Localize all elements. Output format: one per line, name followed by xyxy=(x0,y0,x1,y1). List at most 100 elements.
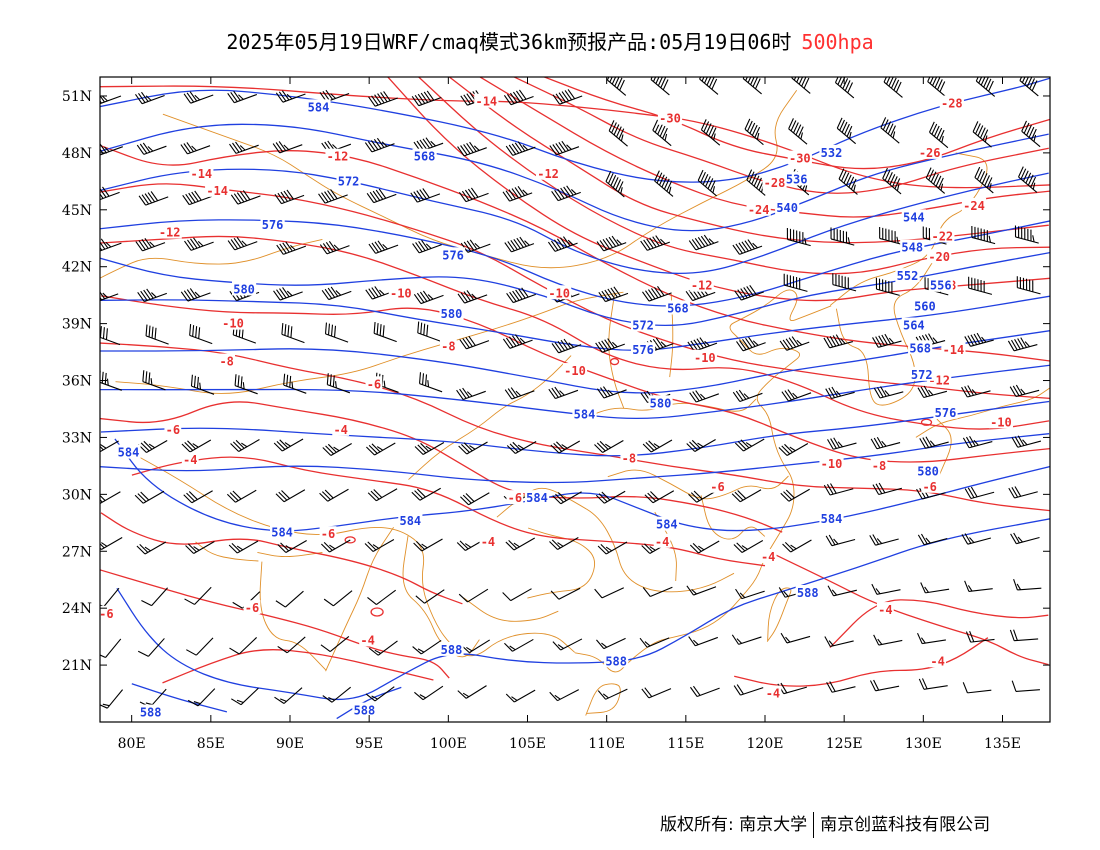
wind-barb xyxy=(189,323,213,345)
height-contour-label: 588 xyxy=(354,704,376,718)
height-contour-label: 588 xyxy=(140,706,162,720)
boundary-line xyxy=(766,587,792,642)
wind-barb xyxy=(927,77,947,98)
height-contour-label: 540 xyxy=(776,201,798,215)
wind-barb xyxy=(183,490,213,504)
wind-barb xyxy=(1021,120,1041,148)
lon-tick-label: 115E xyxy=(667,736,704,752)
wind-barb xyxy=(411,487,441,501)
height-contour-label: 532 xyxy=(821,146,843,160)
contour-label-bg xyxy=(657,110,683,125)
wind-barb xyxy=(823,483,854,496)
contour-label-bg xyxy=(917,144,942,159)
longitude-axis: 80E 85E 90E 95E 100E 105E 110E 115E 120E 125E 130E… xyxy=(118,77,1021,752)
contour-labels: -14-30-30-28-28-26-24-24-22-20-18-14-12-… xyxy=(100,93,1014,720)
contour-label-bg xyxy=(572,406,597,421)
wind-barb xyxy=(549,140,580,156)
wind-barb xyxy=(870,436,901,450)
contour-label-bg xyxy=(665,300,691,315)
wind-barb xyxy=(872,482,903,496)
height-contour-label: 556 xyxy=(930,279,952,293)
company-text: 南京创蓝科技有限公司 xyxy=(820,815,991,835)
wind-barb xyxy=(230,439,260,453)
wind-barb xyxy=(183,91,214,104)
wind-barb xyxy=(145,324,169,345)
wind-barb xyxy=(320,636,350,652)
height-contour-line xyxy=(100,295,1050,351)
wind-barb xyxy=(275,489,306,503)
temperature-contour-label: -6 xyxy=(710,480,724,494)
wind-barb xyxy=(961,533,992,545)
contour-label-bg xyxy=(332,421,350,436)
wind-barbs xyxy=(100,77,1042,709)
lat-tick-label: 42N xyxy=(62,260,92,276)
temperature-contour-line xyxy=(100,401,783,533)
temperature-contour-label: -12 xyxy=(327,150,349,164)
wind-barb xyxy=(699,77,719,95)
boundary-line xyxy=(608,294,625,409)
wind-barb xyxy=(920,582,950,594)
wind-barb xyxy=(700,119,721,146)
wind-barb xyxy=(639,637,670,648)
boundary-line xyxy=(915,387,1050,438)
temperature-contour-label: -28 xyxy=(941,97,963,111)
plot-area: -14-30-30-28-28-26-24-24-22-20-18-14-12-… xyxy=(100,77,1050,720)
contour-label-bg xyxy=(927,249,952,264)
wind-barb xyxy=(368,240,399,254)
temperature-contour-label: -6 xyxy=(245,601,259,615)
wind-barb xyxy=(273,287,303,301)
temperature-contour-label: -10 xyxy=(222,317,244,331)
contour-label-bg xyxy=(506,490,524,505)
height-contour-label: 536 xyxy=(786,172,808,186)
wind-barb xyxy=(824,636,854,648)
temperature-contour-line xyxy=(734,637,989,687)
wind-barb xyxy=(919,436,949,449)
wind-barb xyxy=(274,189,305,205)
temperature-contour-label: -6 xyxy=(321,527,335,541)
wind-barb xyxy=(229,637,258,655)
wind-barb xyxy=(458,187,489,203)
boundary-line xyxy=(100,238,323,279)
wind-barb xyxy=(319,240,350,255)
contour-label-bg xyxy=(306,99,331,114)
lon-tick-label: 125E xyxy=(826,736,863,752)
contour-label-bg xyxy=(908,340,933,355)
wind-barb xyxy=(364,137,395,153)
wind-barb xyxy=(1014,225,1039,244)
wind-barb xyxy=(418,372,443,393)
wind-barb xyxy=(274,687,303,704)
wind-barb xyxy=(732,389,763,403)
wind-barb xyxy=(547,236,578,252)
boundary-line xyxy=(195,541,259,562)
wind-barb xyxy=(686,439,716,453)
wind-barb xyxy=(735,588,765,600)
wind-barb xyxy=(596,637,626,650)
wind-barb xyxy=(777,682,807,695)
wind-barb xyxy=(141,587,169,607)
boundary-line xyxy=(325,527,394,672)
wind-barb xyxy=(964,332,994,347)
copyright-text: 版权所有: 南京大学 xyxy=(660,815,808,835)
contour-label-bg xyxy=(365,376,383,391)
temperature-contour-line xyxy=(513,77,1049,194)
wind-barb xyxy=(139,688,167,708)
wind-barb xyxy=(823,334,853,349)
temperature-contour-line xyxy=(543,77,1050,170)
wind-barb xyxy=(688,636,718,647)
height-contour-label: 568 xyxy=(414,150,436,164)
lon-tick-label: 95E xyxy=(355,736,383,752)
lon-tick-label: 80E xyxy=(118,736,146,752)
wind-barb xyxy=(137,288,167,303)
contour-label-bg xyxy=(709,478,726,493)
wind-barb xyxy=(321,140,352,153)
wind-barb xyxy=(230,190,261,205)
boundary-line xyxy=(259,561,327,671)
temperature-contour-label: -30 xyxy=(789,152,811,166)
wind-barb xyxy=(505,141,536,156)
height-contour-label: 576 xyxy=(442,248,464,262)
lon-tick-label: 105E xyxy=(509,736,546,752)
plot-frame xyxy=(99,76,1051,723)
wind-barb xyxy=(504,638,534,652)
temperature-contour-label: -24 xyxy=(748,203,770,217)
